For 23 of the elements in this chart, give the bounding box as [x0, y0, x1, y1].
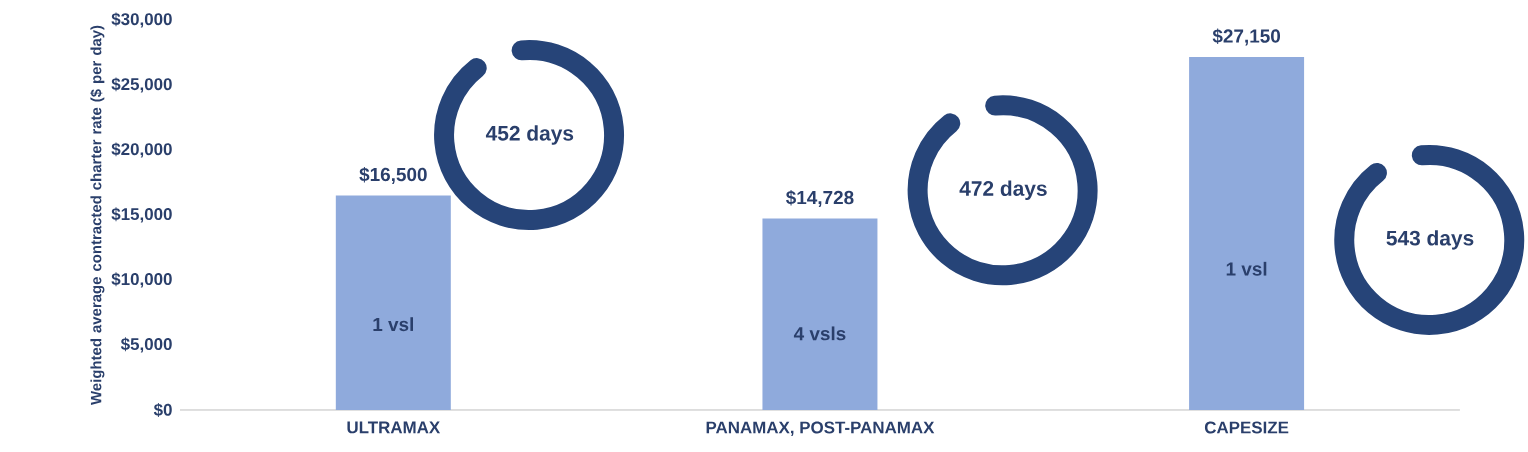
annotation: 4 vsls [793, 326, 846, 341]
annotation: 472 days [959, 180, 1047, 201]
annotation: 543 days [1386, 230, 1474, 250]
y-tick-label: $30,000 [111, 12, 172, 28]
x-tick-label: PANAMAX, POST-PANAMAX [706, 421, 935, 436]
annotation: 452 days [485, 125, 574, 145]
y-tick-label: $0 [153, 403, 172, 417]
y-tick-label: $5,000 [120, 337, 172, 353]
data-label: $27,150 [1212, 28, 1281, 46]
y-tick-label: $25,000 [111, 77, 172, 93]
y-tick-label: $20,000 [111, 142, 172, 158]
x-tick-label: CAPESIZE [1204, 421, 1289, 434]
data-label: $16,500 [359, 167, 427, 184]
annotation: 1 vsl [1226, 261, 1267, 276]
bar [1189, 57, 1305, 410]
y-tick-label: $10,000 [111, 272, 172, 288]
bar [762, 218, 878, 410]
data-label: $14,728 [785, 190, 854, 207]
y-axis-title: Weighted average contracted charter rate ($ per day) [90, 25, 105, 406]
bar [335, 195, 451, 410]
annotation: 1 vsl [373, 317, 413, 332]
x-tick-label: ULTRAMAX [347, 421, 441, 434]
y-tick-label: $15,000 [111, 207, 172, 223]
